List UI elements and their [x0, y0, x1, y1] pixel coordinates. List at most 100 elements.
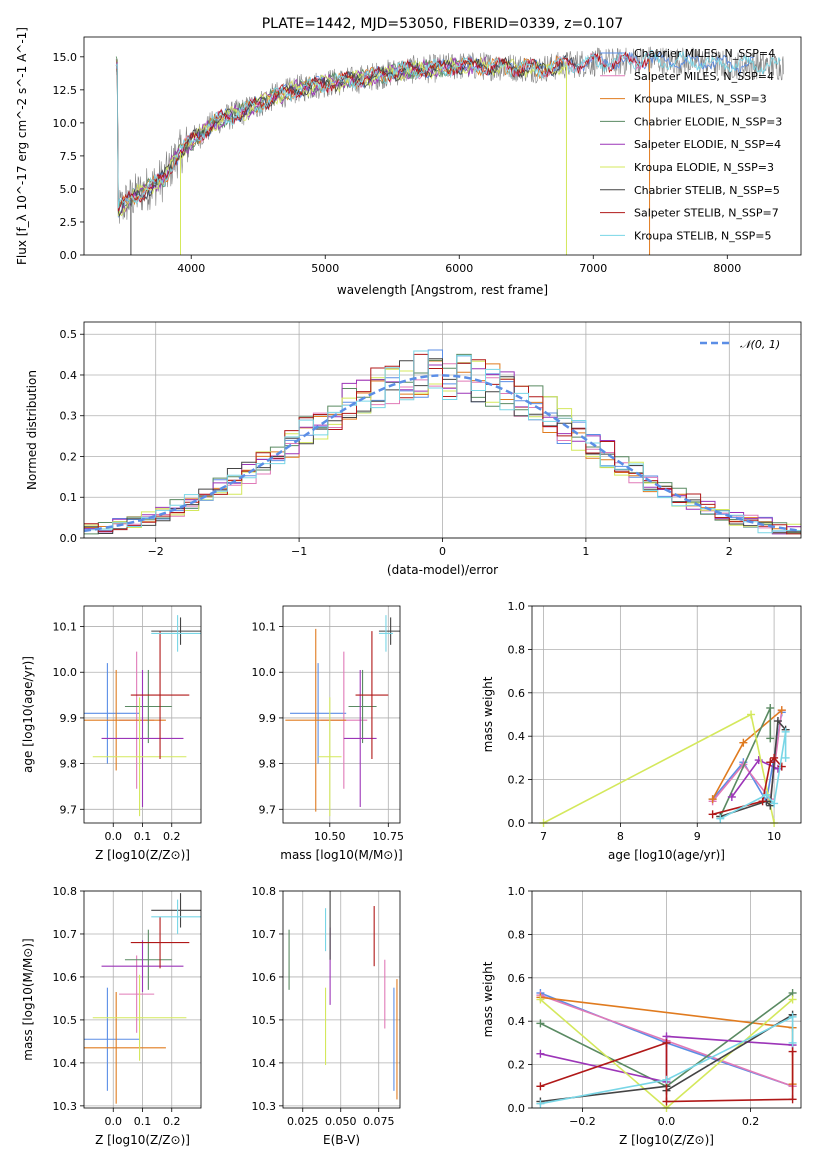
y-tick-label: 10.0 [53, 666, 78, 679]
y-tick-label: 10.4 [252, 1057, 277, 1070]
mass-weight-line [711, 710, 783, 802]
y-tick-label: 0.0 [60, 532, 78, 545]
errorbar-point [119, 955, 155, 1033]
plus-marker [727, 792, 736, 801]
model-spectrum-line [116, 51, 755, 218]
legend-entry: Chabrier ELODIE, N_SSP=3 [634, 115, 782, 128]
errorbar-point [92, 697, 187, 817]
x-tick-label: 0 [439, 545, 446, 558]
x-tick-label: 7000 [579, 262, 607, 275]
y-tick-label: 0.0 [60, 249, 78, 262]
plus-marker [662, 1038, 671, 1047]
plus-marker [770, 753, 779, 762]
errorbar-point [130, 631, 190, 760]
x-tick-label: 6000 [445, 262, 473, 275]
errorbar-point [343, 669, 377, 808]
y-tick-label: 0.4 [508, 1015, 526, 1028]
x-tick-label: 10.50 [314, 830, 346, 843]
y-tick-label: 10.3 [53, 1100, 78, 1113]
x-tick-label: 5000 [311, 262, 339, 275]
plus-marker [662, 1097, 671, 1106]
x-tick-label: 7 [540, 830, 547, 843]
x-tick-label: 0.2 [163, 1115, 181, 1128]
legend-entry: Kroupa MILES, N_SSP=3 [634, 93, 767, 106]
y-tick-label: 10.5 [53, 1014, 78, 1027]
axes-frame [83, 36, 802, 256]
plus-marker [788, 1047, 797, 1056]
mass-weight-line [539, 998, 794, 1108]
y-tick-label: 0.1 [60, 491, 78, 504]
y-tick-label: 0.2 [60, 450, 78, 463]
legend-entry: Chabrier MILES, N_SSP=4 [634, 47, 775, 60]
plus-marker [788, 995, 797, 1004]
y-tick-label: 9.9 [60, 712, 78, 725]
x-tick-label: 2 [726, 545, 733, 558]
legend-entry: Salpeter STELIB, N_SSP=7 [634, 207, 779, 220]
y-axis-label: Normed distribution [25, 370, 39, 490]
axes-frame [282, 890, 401, 1109]
x-tick-label: 0.050 [325, 1115, 357, 1128]
errorbar-point [130, 916, 190, 969]
panel-mass-vs-Z: 0.0 0.1 0.2 10.3 10.4 10.5 10.6 10.7 10.8 Z [log1… [21, 885, 202, 1147]
errorbar-point [84, 663, 140, 764]
y-tick-label: 2.5 [60, 216, 78, 229]
x-tick-label: 0.025 [287, 1115, 319, 1128]
panel-mass-weight-vs-Z: −0.2 0.0 0.2 0.0 0.2 0.4 0.6 0.8 1.0 Z [log10(Z/Z… [481, 885, 802, 1147]
plus-marker [747, 710, 756, 719]
y-tick-label: 9.9 [259, 712, 277, 725]
legend-entry: Salpeter ELODIE, N_SSP=4 [634, 138, 781, 151]
plus-marker [739, 738, 748, 747]
x-tick-label: 0.0 [658, 1115, 676, 1128]
y-tick-label: 5.0 [60, 183, 78, 196]
y-tick-label: 0.6 [508, 687, 526, 700]
histogram-step [84, 350, 801, 534]
errorbar-point [378, 617, 400, 645]
plus-marker [716, 814, 725, 823]
y-tick-label: 10.8 [252, 885, 277, 898]
x-tick-label: 9 [694, 830, 701, 843]
plus-marker [777, 706, 786, 715]
y-tick-label: 7.5 [60, 150, 78, 163]
x-tick-label: 0.0 [105, 1115, 123, 1128]
plus-marker [777, 762, 786, 771]
x-tick-label: 0.2 [163, 830, 181, 843]
y-tick-label: 10.0 [53, 117, 78, 130]
errorbar-point [101, 940, 184, 992]
legend-entry: Kroupa ELODIE, N_SSP=3 [634, 161, 774, 174]
y-tick-label: 0.8 [508, 643, 526, 656]
y-tick-label: 9.8 [259, 758, 277, 771]
y-tick-label: 10.8 [53, 885, 78, 898]
panel-age-vs-Z: 0.0 0.1 0.2 9.7 9.8 9.9 10.0 10.1 Z [log10(Z/Z⊙)… [21, 605, 202, 862]
x-tick-label: 0.2 [742, 1115, 760, 1128]
x-tick-label: 4000 [177, 262, 205, 275]
y-axis-label: age [log10(age/yr)] [21, 656, 35, 773]
panel-residuals: −2 −1 0 1 2 0.0 0.1 0.2 0.3 0.4 0.5 (data-model)/er… [25, 321, 802, 577]
errorbar-point [151, 617, 201, 645]
x-tick-label: 0.1 [134, 1115, 152, 1128]
errorbar-point [151, 893, 201, 928]
plus-marker [773, 717, 782, 726]
histogram-step [84, 353, 801, 535]
y-tick-label: 10.7 [53, 928, 78, 941]
plus-marker [536, 1049, 545, 1058]
y-axis-label: mass weight [481, 961, 495, 1037]
plus-marker [536, 1082, 545, 1091]
errorbar-point [378, 615, 393, 652]
y-tick-label: 0.2 [508, 1059, 526, 1072]
y-axis-label: mass [log10(M/M⊙)] [21, 938, 35, 1060]
x-axis-label: Z [log10(Z/Z⊙)] [619, 1133, 714, 1147]
plus-marker [536, 995, 545, 1004]
x-tick-label: 10 [767, 830, 781, 843]
errorbar-point [124, 669, 172, 744]
y-tick-label: 10.6 [252, 971, 277, 984]
y-tick-label: 9.8 [60, 758, 78, 771]
y-tick-label: 10.3 [252, 1100, 277, 1113]
y-tick-label: 0.2 [508, 774, 526, 787]
errorbar-point [84, 991, 166, 1104]
errorbar-point [151, 615, 201, 652]
plus-marker [662, 1075, 671, 1084]
axes-frame [282, 605, 401, 824]
x-tick-label: −0.2 [569, 1115, 596, 1128]
plus-marker [536, 1099, 545, 1108]
